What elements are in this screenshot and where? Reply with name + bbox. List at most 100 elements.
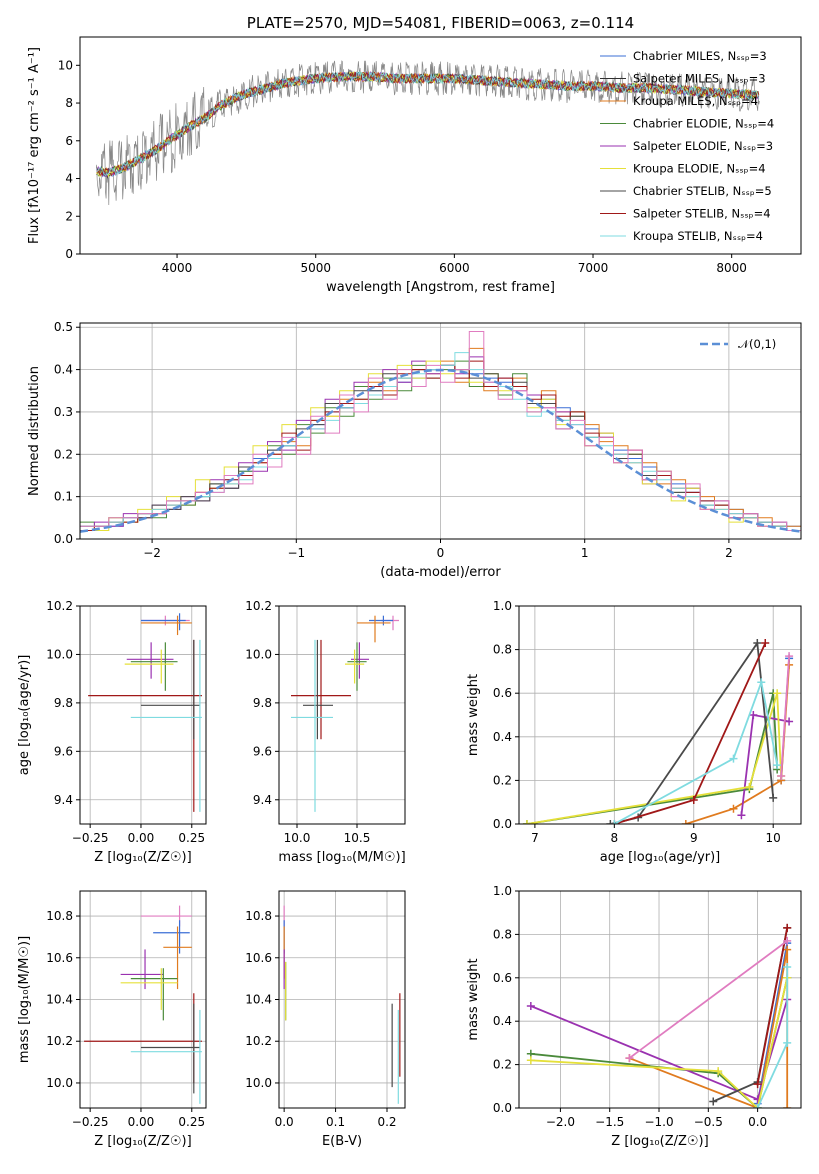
weight-marker: [526, 1002, 535, 1011]
legend-label: Salpeter ELODIE, Nₛₛₚ=3: [633, 139, 773, 153]
weight_vs_age-ytick-label: 0.6: [493, 686, 512, 700]
weight_vs_Z-ytick-label: 0.8: [493, 927, 512, 941]
weight-marker: [522, 820, 531, 824]
spectrum-xtick-label: 4000: [162, 261, 193, 275]
weight-marker: [783, 962, 792, 971]
weight_vs_Z-ytick-label: 0.2: [493, 1058, 512, 1072]
weight-marker: [714, 1067, 723, 1076]
age_vs_mass-xlabel: mass [log₁₀(M/M☉)]: [278, 850, 405, 865]
mass_vs_Z-ytick-label: 10.4: [46, 993, 73, 1007]
mass_vs_ebv-frame: [278, 890, 406, 1109]
residuals-ytick-label: 0.0: [54, 532, 73, 546]
weight-marker: [753, 639, 762, 648]
spectrum-xtick-label: 5000: [300, 261, 331, 275]
weight-marker: [783, 1104, 792, 1108]
gaussian-legend-label: 𝒩(0,1): [738, 337, 776, 351]
weight_vs_Z-ytick-label: 0.4: [493, 1014, 512, 1028]
spectrum-ytick-label: 0: [65, 247, 73, 261]
age_vs_mass-errorbars: [291, 615, 399, 812]
spectrum-model-line: [96, 71, 760, 177]
residuals-ytick-label: 0.2: [54, 447, 73, 461]
weight-marker: [757, 678, 766, 687]
mass_vs_ebv-xtick-label: 0.0: [275, 1115, 294, 1129]
weight-marker: [783, 936, 792, 945]
weight_vs_age-xlabel: age [log₁₀(age/yr)]: [600, 850, 721, 865]
weight_vs_Z-ytick-label: 0.6: [493, 971, 512, 985]
legend-label: Chabrier MILES, Nₛₛₚ=3: [633, 49, 767, 63]
figure-title: PLATE=2570, MJD=54081, FIBERID=0063, z=0…: [247, 14, 634, 32]
weight-marker: [783, 1038, 792, 1047]
spectrum-ytick-label: 4: [65, 172, 73, 186]
residuals-xlabel: (data-model)/error: [380, 565, 501, 580]
weight_vs_Z-frame: [518, 890, 802, 1109]
weight_vs_Z-xtick-label: −1.5: [595, 1115, 624, 1129]
weight_vs_age-ytick-label: 0.0: [493, 817, 512, 831]
legend-label: Chabrier STELIB, Nₛₛₚ=5: [633, 184, 772, 198]
weight-line: [530, 977, 789, 1108]
weight-line: [613, 678, 779, 824]
mass_vs_ebv-xtick-label: 0.1: [326, 1115, 345, 1129]
spectrum-ytick-label: 6: [65, 134, 73, 148]
weight-marker: [783, 923, 792, 932]
weight_vs_age-xtick-label: 9: [690, 831, 698, 845]
age_vs_mass-ytick-label: 9.6: [253, 744, 272, 758]
mass_vs_Z-xtick-label: −0.25: [72, 1115, 109, 1129]
spectrum-xtick-label: 6000: [439, 261, 470, 275]
weight-marker: [773, 761, 782, 770]
weight-marker: [610, 820, 619, 824]
weight-marker: [745, 782, 754, 791]
weight_vs_age-ytick-label: 1.0: [493, 599, 512, 613]
weight-line: [526, 692, 779, 824]
residuals-histogram: [80, 331, 801, 531]
residuals-ytick-label: 0.5: [54, 320, 73, 334]
residuals-ytick-label: 0.3: [54, 405, 73, 419]
weight-marker: [753, 1104, 762, 1108]
mass_vs_Z-xtick-label: 0.25: [178, 1115, 205, 1129]
weight-marker: [689, 796, 698, 805]
weight-marker: [783, 945, 792, 954]
weight-marker: [785, 717, 794, 726]
weight-marker: [606, 820, 615, 824]
age_vs_Z-xtick-label: −0.25: [72, 831, 109, 845]
spectrum-xlabel: wavelength [Angstrom, rest frame]: [326, 280, 555, 295]
residuals-xtick-label: −2: [143, 546, 161, 560]
residuals-xtick-label: −1: [287, 546, 305, 560]
mass_vs_ebv-ytick-label: 10.2: [245, 1034, 272, 1048]
residuals-ytick-label: 0.1: [54, 490, 73, 504]
age_vs_Z-ytick-label: 9.8: [54, 696, 73, 710]
mass_vs_ebv-ytick-label: 10.0: [245, 1076, 272, 1090]
weight-marker: [737, 811, 746, 820]
weight_vs_Z-ytick-label: 1.0: [493, 884, 512, 898]
weight-marker: [777, 772, 786, 781]
weight_vs_Z-plot-area: [519, 891, 801, 1108]
weight_vs_age-ylabel: mass weight: [466, 674, 481, 756]
weight-line: [780, 656, 790, 777]
legend-label: Kroupa ELODIE, Nₛₛₚ=4: [633, 162, 766, 176]
spectrum-lines: [96, 60, 760, 206]
mass_vs_ebv-ytick-label: 10.6: [245, 951, 272, 965]
weight-line: [628, 940, 788, 1059]
residuals-lines: [80, 331, 801, 533]
mass_vs_Z-ytick-label: 10.6: [46, 951, 73, 965]
legend-label: Chabrier ELODIE, Nₛₛₚ=4: [633, 117, 774, 131]
age_vs_Z-errorbars: [88, 613, 202, 812]
spectrum-data-line: [96, 60, 760, 206]
residuals-ylabel: Normed distribution: [27, 366, 42, 496]
weight-marker: [749, 711, 758, 719]
mass_vs_Z-ytick-label: 10.2: [46, 1034, 73, 1048]
age_vs_Z-xtick-label: 0.25: [178, 831, 205, 845]
age_vs_Z-ylabel: age [log₁₀(age/yr)]: [17, 655, 32, 776]
residuals-xtick-label: 0: [437, 546, 445, 560]
age_vs_Z-ytick-label: 10.0: [46, 647, 73, 661]
mass_vs_Z-xtick-label: 0.00: [128, 1115, 155, 1129]
weight-marker: [729, 804, 738, 813]
weight_vs_Z-lines: [526, 923, 792, 1108]
residuals-xtick-label: 1: [581, 546, 589, 560]
weight_vs_age-xtick-label: 10: [766, 831, 781, 845]
gaussian-curve: [80, 368, 801, 533]
weight-marker: [729, 754, 738, 763]
age_vs_mass-ytick-label: 10.0: [245, 647, 272, 661]
mass_vs_Z-ylabel: mass [log₁₀(M/M☉)]: [17, 936, 32, 1063]
mass_vs_ebv-xlabel: E(B-V): [322, 1134, 362, 1149]
